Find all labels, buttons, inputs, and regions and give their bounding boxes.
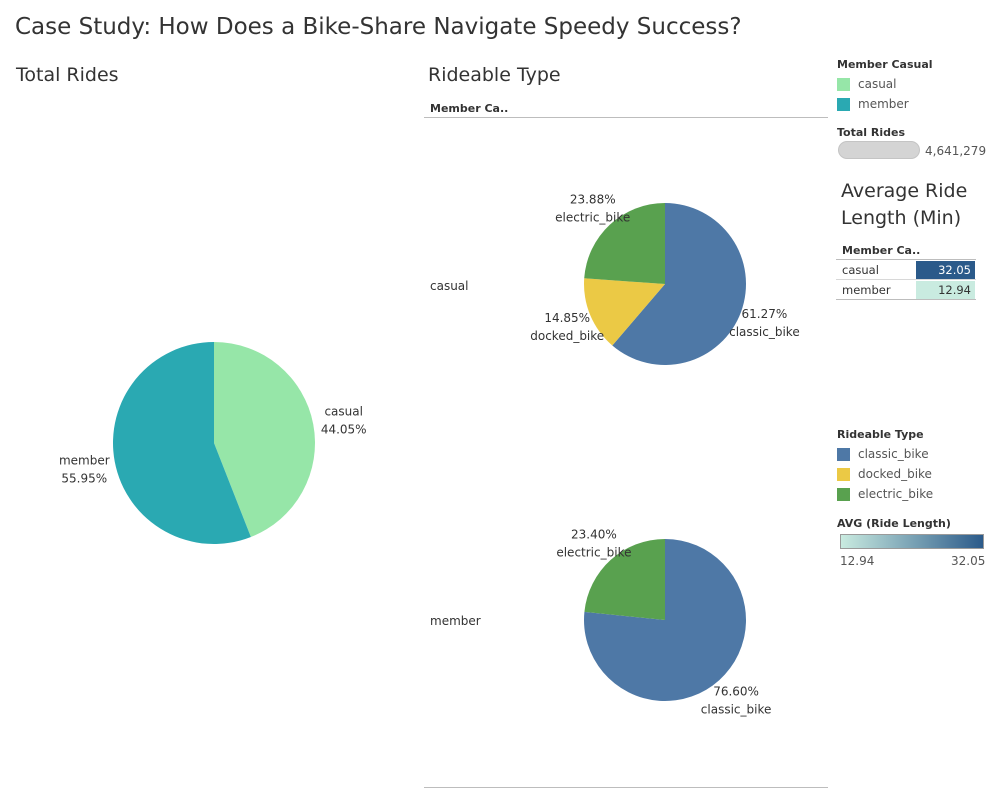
member-rideable-percent-label-classic-bike: 76.60%	[713, 685, 759, 699]
member-rideable-percent-label-electric-bike: 23.40%	[571, 527, 617, 541]
rideable-row-label-member: member	[430, 614, 481, 628]
avg-value-casual[interactable]: 32.05	[916, 261, 975, 279]
legend-label-electric-bike: electric_bike	[858, 487, 934, 501]
casual-rideable-percent-label-classic-bike: 61.27%	[742, 307, 788, 321]
legend-label-member: member	[858, 97, 909, 111]
avg-header-divider	[836, 259, 976, 260]
avg-gradient-min-label: 12.94	[840, 554, 875, 568]
total-rides-pie-chart: casual 44.05% member 55.95%	[59, 342, 367, 544]
avg-title-line2: Length (Min)	[841, 207, 962, 229]
casual-rideable-percent-label-electric-bike: 23.88%	[570, 192, 616, 206]
rideable-header-divider	[424, 117, 828, 118]
casual-rideable-pie-chart: 61.27% classic_bike 14.85% docked_bike 23.88…	[530, 192, 800, 365]
total-rides-percent-label-casual: 44.05%	[321, 422, 367, 436]
total-rides-slice-casual[interactable]	[214, 342, 315, 538]
legend-item-docked-bike[interactable]: docked_bike	[837, 464, 933, 484]
avg-gradient-legend-title: AVG (Ride Length)	[837, 517, 951, 530]
avg-row-divider	[836, 279, 976, 280]
total-rides-legend-value: 4,641,279	[925, 144, 987, 158]
rideable-row-label-casual: casual	[430, 279, 469, 293]
legend-item-electric-bike[interactable]: electric_bike	[837, 484, 933, 504]
total-rides-category-label-casual: casual	[324, 404, 363, 418]
casual-rideable-percent-label-docked-bike: 14.85%	[544, 311, 590, 325]
total-rides-legend-title: Total Rides	[837, 126, 906, 139]
avg-gradient-bar	[840, 534, 984, 549]
total-rides-percent-label-member: 55.95%	[61, 472, 107, 486]
total-rides-title: Total Rides	[16, 64, 119, 86]
avg-gradient-max-label: 32.05	[951, 554, 986, 568]
rideable-bottom-divider	[424, 787, 828, 788]
avg-ride-length-title: Average Ride Length (Min)	[841, 178, 967, 232]
member-rideable-pie-chart: 76.60% classic_bike 23.40% electric_bike	[556, 527, 772, 717]
member-casual-legend: Member Casual casual member	[837, 58, 933, 114]
member-casual-legend-title: Member Casual	[837, 58, 933, 71]
legend-label-casual: casual	[858, 77, 897, 91]
casual-rideable-slice-electric-bike[interactable]	[584, 203, 665, 284]
member-rideable-category-label-classic-bike: classic_bike	[701, 703, 772, 717]
swatch-casual	[837, 77, 850, 91]
swatch-member	[837, 97, 850, 111]
rideable-type-title: Rideable Type	[428, 64, 561, 86]
legend-item-member[interactable]: member	[837, 94, 933, 114]
member-rideable-slice-electric-bike[interactable]	[584, 539, 665, 620]
total-rides-size-legend	[838, 141, 920, 159]
casual-rideable-category-label-electric-bike: electric_bike	[555, 210, 630, 224]
total-rides-slice-member[interactable]	[112, 342, 251, 544]
rideable-type-legend: Rideable Type classic_bike docked_bike e…	[837, 428, 933, 504]
total-rides-category-label-member: member	[59, 454, 110, 468]
swatch-electric-bike	[837, 487, 850, 501]
swatch-docked-bike	[837, 467, 850, 481]
avg-row-label-casual: casual	[842, 263, 879, 277]
casual-rideable-slice-classic-bike[interactable]	[612, 203, 746, 365]
member-rideable-category-label-electric-bike: electric_bike	[556, 545, 631, 559]
rideable-type-legend-title: Rideable Type	[837, 428, 924, 441]
avg-row-label-member: member	[842, 283, 891, 297]
casual-rideable-category-label-classic-bike: classic_bike	[729, 325, 800, 339]
legend-item-casual[interactable]: casual	[837, 74, 933, 94]
dashboard-title: Case Study: How Does a Bike-Share Naviga…	[15, 14, 742, 40]
avg-column-header[interactable]: Member Ca..	[842, 244, 921, 257]
legend-label-classic-bike: classic_bike	[858, 447, 929, 461]
avg-title-line1: Average Ride	[841, 180, 968, 202]
swatch-classic-bike	[837, 447, 850, 461]
rideable-column-header[interactable]: Member Ca..	[430, 102, 509, 115]
casual-rideable-slice-docked-bike[interactable]	[584, 278, 665, 346]
legend-item-classic-bike[interactable]: classic_bike	[837, 444, 933, 464]
avg-value-member[interactable]: 12.94	[916, 281, 975, 299]
casual-rideable-category-label-docked-bike: docked_bike	[530, 329, 604, 343]
avg-bottom-divider	[836, 299, 976, 300]
legend-label-docked-bike: docked_bike	[858, 467, 932, 481]
